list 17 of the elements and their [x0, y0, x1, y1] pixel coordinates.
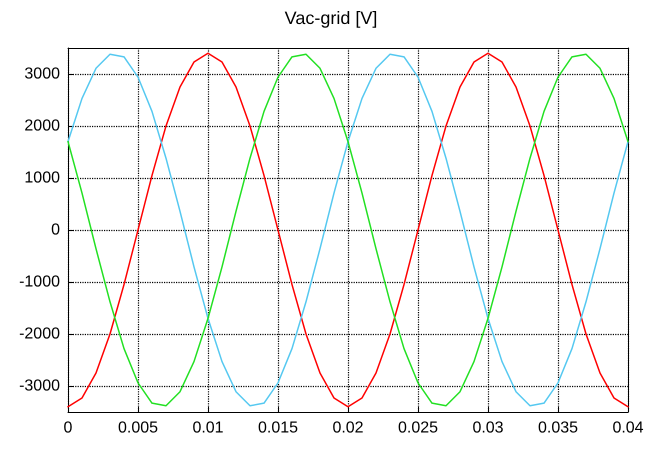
chart-title: Vac-grid [V] — [284, 8, 378, 28]
x-tick-label: 0.03 — [472, 420, 504, 436]
y-tick-label: 2000 — [24, 118, 60, 134]
y-tick-label: -2000 — [19, 326, 60, 342]
y-tick-label: -3000 — [19, 378, 60, 394]
y-tick-label: 0 — [51, 222, 60, 238]
x-tick-label: 0.04 — [612, 420, 644, 436]
x-tick-label: 0.035 — [538, 420, 578, 436]
x-tick-label: 0.01 — [192, 420, 224, 436]
x-tick-label: 0 — [64, 420, 73, 436]
y-tick-label: -1000 — [19, 274, 60, 290]
x-tick-label: 0.025 — [398, 420, 438, 436]
x-tick-label: 0.02 — [332, 420, 364, 436]
y-tick-label: 3000 — [24, 66, 60, 82]
x-tick-label: 0.015 — [258, 420, 298, 436]
x-tick-label: 0.005 — [118, 420, 158, 436]
y-tick-label: 1000 — [24, 170, 60, 186]
